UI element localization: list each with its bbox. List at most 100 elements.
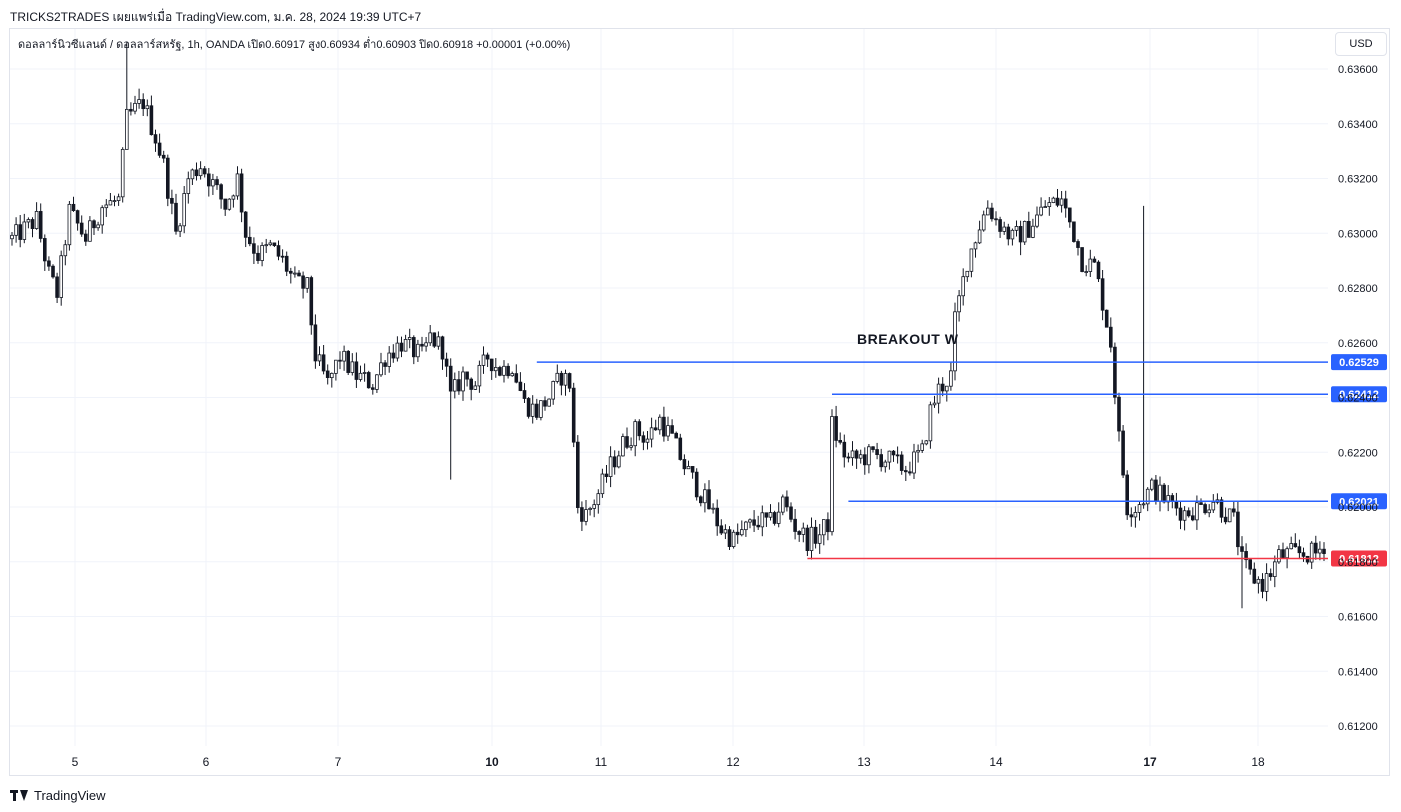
candle-body xyxy=(801,527,806,535)
candle-body xyxy=(288,270,293,274)
candle-body xyxy=(120,148,125,198)
price-tick-label: 0.62200 xyxy=(1338,447,1378,459)
candle-body xyxy=(1125,474,1130,516)
level-price-label: 0.62529 xyxy=(1339,357,1379,369)
candle-body xyxy=(567,373,572,389)
candle-body xyxy=(912,451,916,474)
candle-body xyxy=(666,425,670,437)
candle-body xyxy=(182,193,187,227)
candle-body xyxy=(194,169,199,177)
candle-body xyxy=(416,343,420,358)
candle-body xyxy=(1104,309,1109,328)
candle-body xyxy=(535,403,539,418)
candle-body xyxy=(1277,549,1281,563)
candle-body xyxy=(403,339,408,352)
candle-body xyxy=(297,272,301,277)
candle-body xyxy=(1301,552,1306,557)
candle-body xyxy=(608,456,613,477)
candle-body xyxy=(990,207,994,220)
candle-body xyxy=(715,507,719,527)
candle-body xyxy=(317,354,322,362)
candle-body xyxy=(1059,198,1064,206)
time-tick-label: 17 xyxy=(1143,755,1157,769)
candle-body xyxy=(899,454,904,471)
price-tick-label: 0.63200 xyxy=(1338,174,1378,186)
candle-body xyxy=(1145,488,1150,505)
price-tick-label: 0.61200 xyxy=(1338,721,1378,733)
candle-body xyxy=(887,450,892,463)
candle-body xyxy=(1117,396,1121,432)
price-tick-label: 0.61600 xyxy=(1338,612,1378,624)
candle-body xyxy=(309,277,314,326)
time-tick-label: 10 xyxy=(485,755,499,769)
candle-body xyxy=(387,352,391,367)
candle-body xyxy=(961,276,965,297)
candle-body xyxy=(1121,430,1125,476)
candle-body xyxy=(867,446,871,466)
candle-body xyxy=(1203,504,1207,514)
candle-body xyxy=(440,336,445,360)
candle-body xyxy=(514,373,519,383)
candle-body xyxy=(588,507,592,510)
candle-body xyxy=(1129,514,1134,518)
candle-body xyxy=(580,507,584,522)
time-tick-label: 13 xyxy=(857,755,871,769)
candle-body xyxy=(498,367,502,376)
candle-body xyxy=(678,437,683,460)
candle-body xyxy=(334,359,338,374)
candle-body xyxy=(1170,495,1175,502)
candle-body xyxy=(748,519,752,523)
candle-body xyxy=(641,435,646,443)
candle-body xyxy=(448,365,453,392)
candle-body xyxy=(547,398,551,407)
candle-body xyxy=(1236,511,1240,548)
candle-body xyxy=(325,370,330,379)
candle-body xyxy=(428,332,432,344)
candle-body xyxy=(817,534,822,544)
candle-body xyxy=(477,364,482,387)
candle-body xyxy=(711,507,715,510)
candle-body xyxy=(133,102,137,112)
candle-body xyxy=(399,342,404,352)
candle-body xyxy=(1027,220,1031,238)
candle-body xyxy=(1289,543,1294,550)
candle-body xyxy=(1244,551,1248,561)
time-tick-label: 7 xyxy=(335,755,342,769)
candle-body xyxy=(145,105,150,110)
candle-body xyxy=(522,390,527,399)
candle-body xyxy=(1256,578,1261,584)
candle-body xyxy=(1240,546,1244,552)
candle-body xyxy=(1039,206,1043,216)
candle-body xyxy=(26,219,31,223)
candle-body xyxy=(891,450,896,456)
candle-body xyxy=(67,203,72,246)
candle-body xyxy=(1252,568,1257,584)
candle-body xyxy=(1063,198,1068,209)
candle-body xyxy=(969,248,974,272)
candle-body xyxy=(1191,515,1195,521)
candle-body xyxy=(502,365,506,376)
candle-body xyxy=(178,225,182,232)
time-tick-label: 12 xyxy=(726,755,740,769)
candle-body xyxy=(1186,510,1191,517)
candle-body xyxy=(223,198,228,210)
candle-body xyxy=(84,233,88,242)
candle-body xyxy=(752,519,756,526)
currency-button[interactable]: USD xyxy=(1335,32,1387,56)
candle-body xyxy=(629,445,633,448)
candle-body xyxy=(510,373,514,377)
price-tick-label: 0.62400 xyxy=(1338,393,1378,405)
candle-body xyxy=(822,519,826,536)
candle-body xyxy=(1133,512,1138,518)
tradingview-logo[interactable]: TradingView xyxy=(10,786,106,804)
candle-body xyxy=(744,521,748,531)
candle-body xyxy=(1150,479,1154,490)
level-price-tag xyxy=(1331,550,1387,567)
candle-body xyxy=(432,332,437,347)
candle-body xyxy=(1076,241,1080,248)
candle-body xyxy=(842,441,847,458)
candle-body xyxy=(1072,221,1076,242)
chart-frame[interactable] xyxy=(9,28,1390,776)
candle-body xyxy=(1006,226,1011,240)
